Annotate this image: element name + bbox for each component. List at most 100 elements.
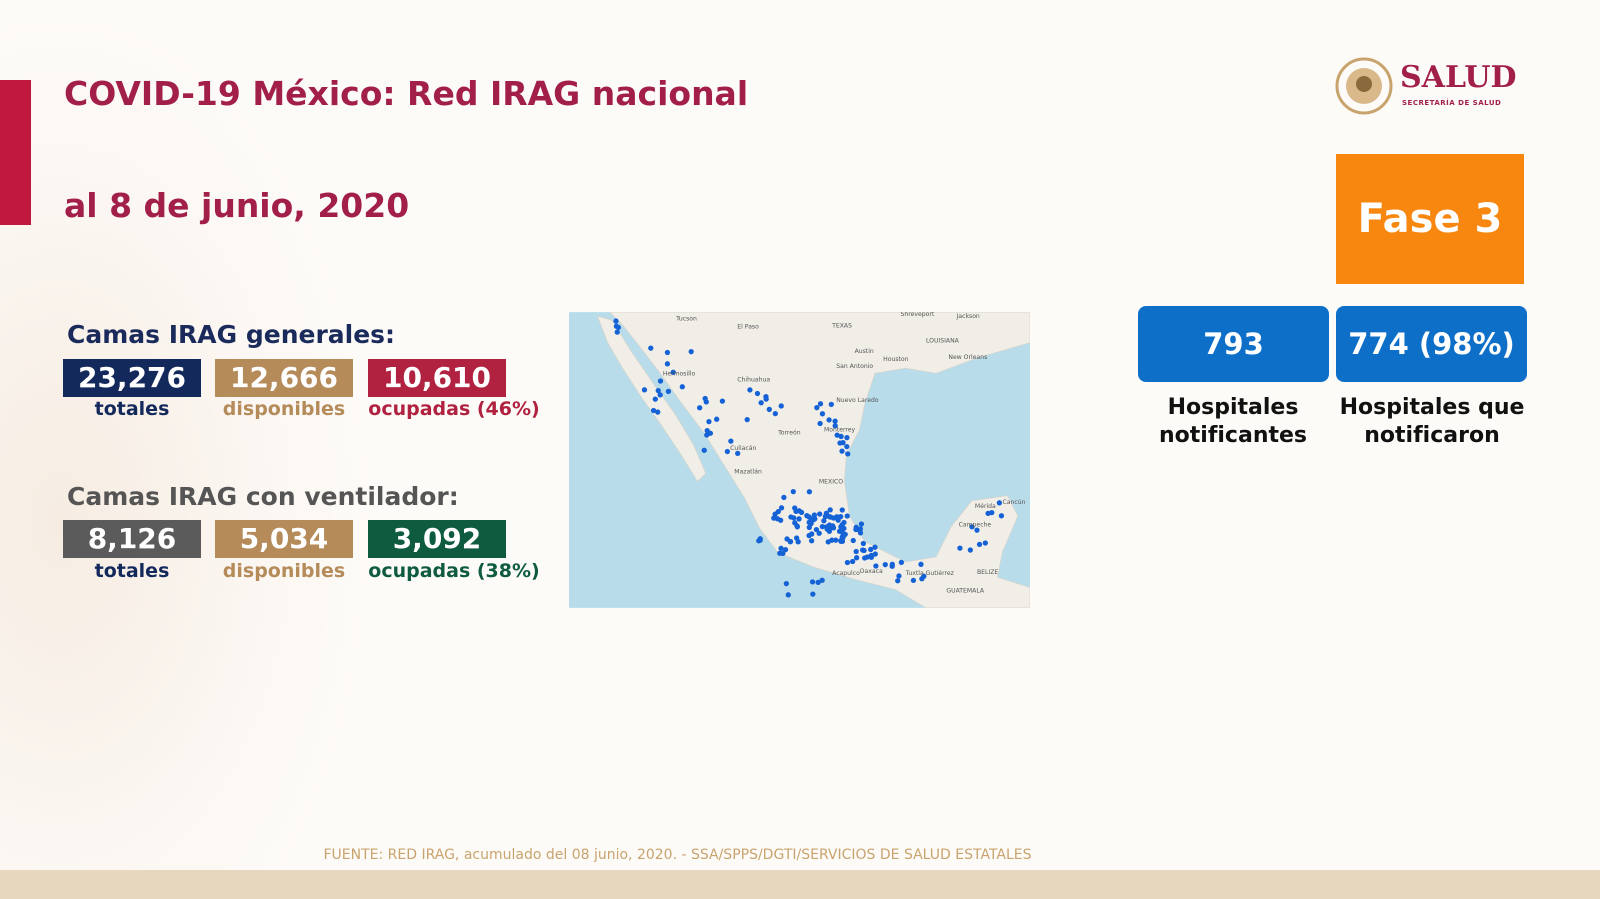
hospital-dot bbox=[982, 540, 988, 546]
hospital-dot bbox=[806, 489, 813, 495]
hospital-dot bbox=[889, 561, 895, 567]
hospital-dot bbox=[714, 416, 720, 422]
hospital-dot bbox=[833, 537, 839, 543]
hospital-dot bbox=[910, 577, 917, 584]
logo-subtitle: SECRETARÍA DE SALUD bbox=[1402, 99, 1502, 107]
map-label: Campeche bbox=[959, 521, 992, 528]
hospital-dot bbox=[817, 511, 823, 517]
stat-label: disponibles bbox=[222, 560, 346, 582]
hospital-dot bbox=[763, 396, 769, 402]
hospital-dot bbox=[784, 536, 790, 542]
hospital-dot bbox=[809, 579, 816, 585]
hospital-dot bbox=[772, 410, 778, 417]
map-label: LOUISIANA bbox=[926, 338, 960, 345]
hospital-dot bbox=[969, 524, 975, 530]
hospital-count: 793 bbox=[1138, 306, 1329, 382]
hospital-dot bbox=[839, 507, 845, 513]
hospital-label: Hospitales notificantes bbox=[1158, 395, 1308, 448]
map-label: Austin bbox=[855, 348, 874, 355]
map-label: Oaxaca bbox=[860, 568, 883, 575]
hospital-dot bbox=[724, 448, 731, 455]
hospital-dot bbox=[857, 530, 864, 536]
title: COVID-19 México: Red IRAG nacional bbox=[64, 74, 749, 113]
hospital-dot bbox=[996, 500, 1003, 506]
stat-label: totales bbox=[94, 560, 170, 582]
hospital-dot bbox=[816, 530, 822, 536]
hospital-dot bbox=[821, 518, 827, 524]
hospital-dot bbox=[614, 329, 620, 335]
hospital-dot bbox=[664, 361, 671, 367]
hospital-dot bbox=[652, 396, 658, 402]
hospital-dot bbox=[783, 580, 789, 587]
hospital-dot bbox=[859, 547, 866, 553]
map-label: TEXAS bbox=[831, 322, 852, 329]
hospital-dot bbox=[766, 406, 772, 413]
stat-value: 10,610 bbox=[368, 359, 506, 397]
hospital-dot bbox=[707, 430, 714, 436]
hospital-dot bbox=[819, 523, 825, 530]
map-label: Nuevo Laredo bbox=[836, 397, 879, 404]
hospital-dot bbox=[826, 417, 832, 423]
hospital-dot bbox=[829, 523, 836, 529]
map-label: BELIZE bbox=[977, 569, 998, 576]
hospital-dot bbox=[757, 536, 763, 542]
hospital-dot bbox=[868, 546, 874, 553]
hospital-dot bbox=[832, 423, 838, 429]
map-label: Jackson bbox=[956, 313, 980, 320]
hospital-dot bbox=[853, 526, 859, 533]
hospital-dot bbox=[849, 558, 856, 565]
footer-source: FUENTE: RED IRAG, acumulado del 08 junio… bbox=[323, 847, 1032, 863]
hospital-dot bbox=[895, 578, 901, 584]
hospital-dot bbox=[898, 559, 905, 566]
map-label: Cancún bbox=[1002, 498, 1025, 506]
hospital-dot bbox=[921, 573, 927, 579]
hospital-dot bbox=[719, 398, 726, 404]
date: al 8 de junio, 2020 bbox=[64, 186, 410, 225]
hospital-dot bbox=[873, 563, 879, 569]
hospital-dot bbox=[793, 508, 799, 515]
hospital-dot bbox=[798, 509, 805, 516]
hospital-dot bbox=[845, 451, 851, 457]
hospital-dot bbox=[998, 513, 1005, 519]
stat-value: 8,126 bbox=[63, 520, 201, 558]
hospital-dot bbox=[706, 418, 712, 425]
map-label: GUATEMALA bbox=[946, 588, 984, 595]
hospital-dot bbox=[806, 519, 812, 525]
hospital-dot bbox=[858, 521, 865, 527]
hospital-dot bbox=[781, 494, 787, 501]
hospital-dot bbox=[657, 378, 664, 384]
stat-value: 5,034 bbox=[215, 520, 353, 558]
hospital-count: 774 (98%) bbox=[1336, 306, 1527, 382]
hospital-dot bbox=[860, 540, 866, 547]
hospital-dot bbox=[795, 539, 801, 545]
hospital-dot bbox=[872, 544, 878, 550]
hospital-dot bbox=[728, 438, 734, 444]
map: Tucson El Paso TEXAS Shreveport Jackson LOUIS… bbox=[569, 312, 1030, 608]
map-label: Torreón bbox=[777, 429, 801, 437]
hospital-dot bbox=[834, 432, 840, 438]
hospital-dot bbox=[641, 387, 648, 393]
hospital-dot bbox=[657, 392, 663, 398]
hospital-dot bbox=[778, 505, 785, 511]
hospital-dot bbox=[842, 531, 848, 538]
hospital-dot bbox=[665, 388, 672, 395]
hospital-dot bbox=[838, 524, 844, 530]
hospital-dot bbox=[702, 395, 708, 402]
hospital-dot bbox=[864, 554, 870, 560]
hospital-dot bbox=[967, 547, 973, 553]
hospital-dot bbox=[819, 577, 825, 583]
hospital-dot bbox=[775, 508, 781, 515]
section-title: Camas IRAG generales: bbox=[67, 320, 396, 349]
hospital-dot bbox=[778, 403, 784, 409]
hospital-dot bbox=[838, 513, 844, 520]
hospital-dot bbox=[808, 538, 815, 544]
hospital-dot bbox=[974, 527, 980, 533]
logo-emblem bbox=[1335, 57, 1393, 115]
hospital-dot bbox=[896, 573, 902, 579]
hospital-dot bbox=[758, 400, 764, 406]
hospital-dot bbox=[664, 349, 671, 356]
hospital-dot bbox=[754, 390, 761, 397]
hospital-dot bbox=[840, 440, 846, 446]
hospital-dot bbox=[844, 513, 850, 519]
hospital-dot bbox=[832, 418, 838, 424]
